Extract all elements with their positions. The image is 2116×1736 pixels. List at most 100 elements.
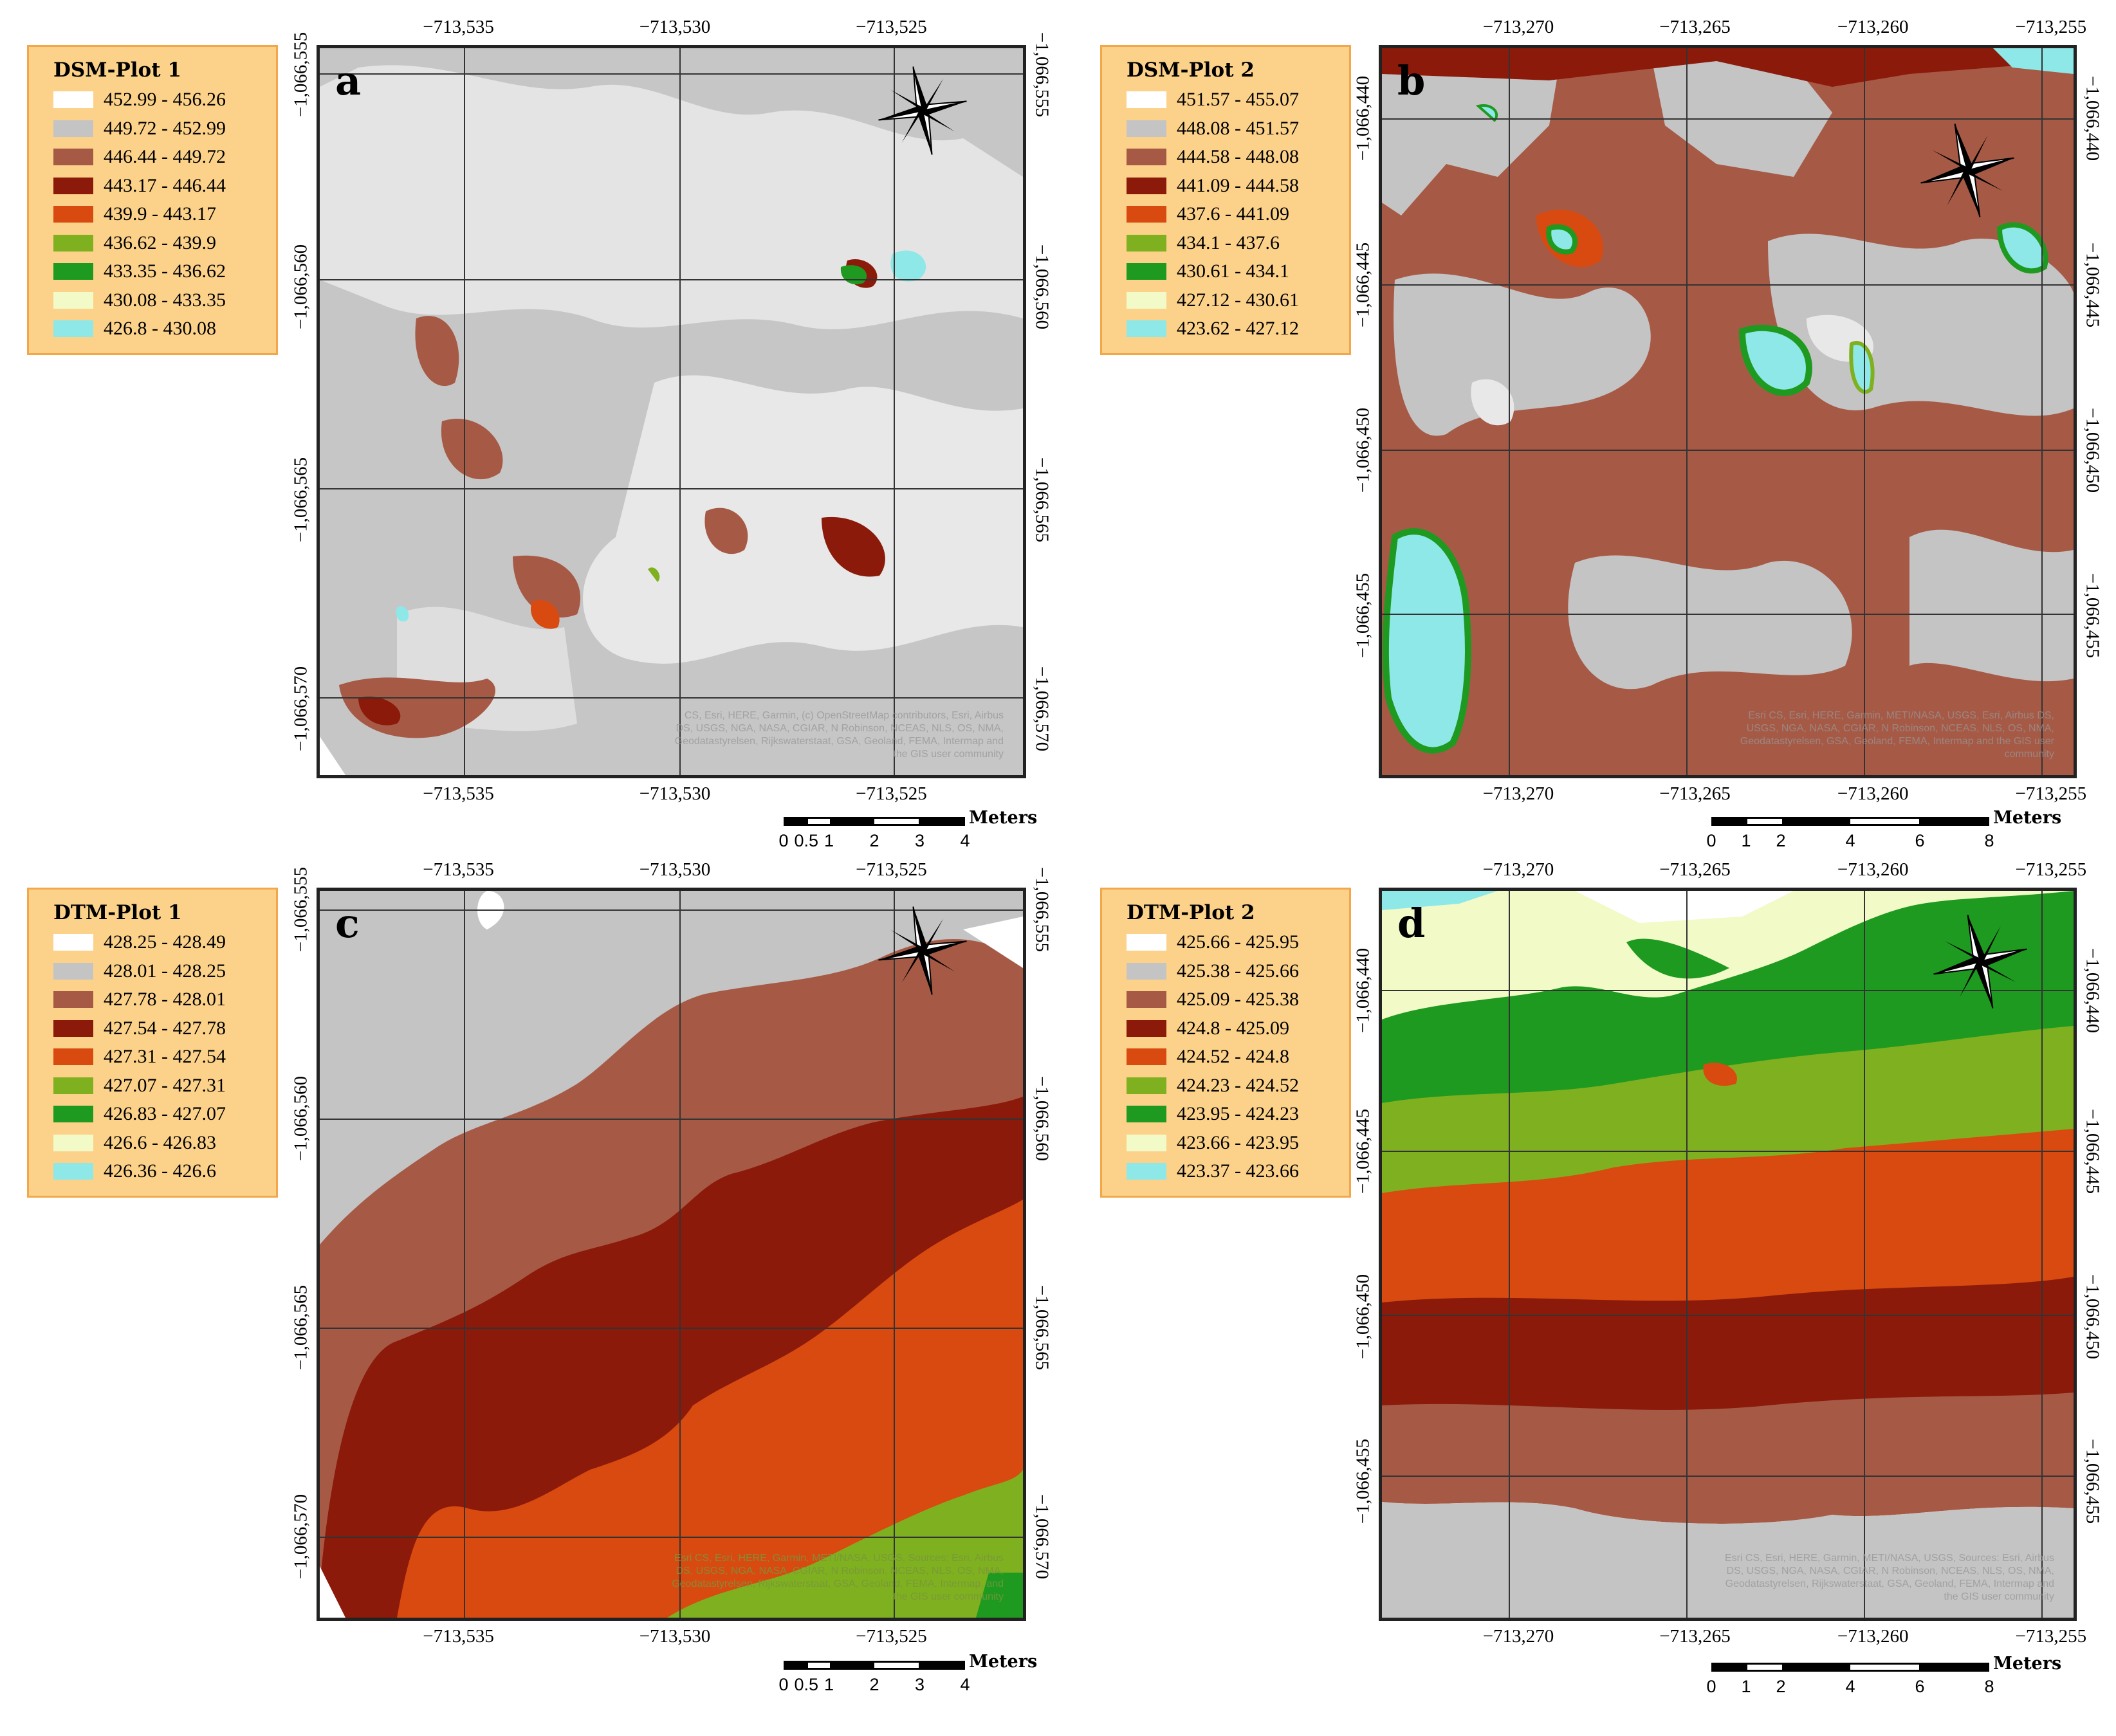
map-surface [1382, 891, 2074, 1618]
legend-item: 423.95 - 424.23 [1127, 1100, 1349, 1129]
tick-label: −1,066,440 [2082, 947, 2103, 1033]
legend-swatch [53, 1163, 93, 1180]
legend-label: 425.09 - 425.38 [1177, 989, 1299, 1010]
tick-label: −713,255 [2015, 783, 2087, 804]
legend-swatch [53, 1134, 93, 1151]
legend-swatch [1127, 91, 1166, 109]
scale-label: 3 [914, 1675, 925, 1694]
scale-segment [1918, 819, 1987, 824]
legend-label: 427.31 - 427.54 [104, 1046, 226, 1068]
map-dtm-plot-2[interactable]: d Esri CS, Esri, HERE, Garmin, METI/NASA… [1379, 888, 2077, 1621]
tick-label: −1,066,445 [1352, 1109, 1374, 1194]
tick-label: −1,066,455 [1352, 1439, 1374, 1524]
panel-letter: c [335, 900, 360, 947]
legend-swatch [1127, 320, 1166, 338]
legend-label: 425.38 - 425.66 [1177, 960, 1299, 982]
legend-label: 427.07 - 427.31 [104, 1074, 226, 1096]
scale-label: 0 [778, 1675, 789, 1694]
tick-label: −1,066,560 [290, 244, 311, 330]
legend-item: 425.66 - 425.95 [1127, 928, 1349, 957]
scale-unit: Meters [1993, 808, 2062, 828]
legend-label: 446.44 - 449.72 [104, 146, 226, 168]
tick-label: −713,270 [1482, 17, 1554, 37]
legend-item: 439.9 - 443.17 [53, 200, 276, 229]
legend-item: 425.38 - 425.66 [1127, 957, 1349, 986]
tick-label: −713,270 [1482, 1626, 1554, 1647]
legend-label: 436.62 - 439.9 [104, 232, 216, 253]
map-surface [320, 48, 1023, 775]
tick-label: −1,066,450 [2082, 1274, 2103, 1360]
tick-label: −713,260 [1837, 859, 1909, 880]
map-dsm-plot-2[interactable]: b Esri CS, Esri, HERE, Garmin, METI/NASA… [1379, 45, 2077, 778]
north-arrow-compass-icon [878, 906, 967, 995]
legend-item: 448.08 - 451.57 [1127, 114, 1349, 143]
legend-label: 424.52 - 424.8 [1177, 1046, 1289, 1068]
legend-item: 427.12 - 430.61 [1127, 286, 1349, 315]
scale-segment [919, 819, 963, 824]
tick-label: −713,530 [639, 17, 711, 37]
legend-swatch [53, 120, 93, 137]
legend-swatch [1127, 1134, 1166, 1151]
legend-item: 436.62 - 439.9 [53, 229, 276, 258]
legend-item: 427.54 - 427.78 [53, 1014, 276, 1043]
legend-item: 449.72 - 452.99 [53, 114, 276, 143]
legend-swatch [53, 1019, 93, 1037]
legend-rows: 452.99 - 456.26 449.72 - 452.99 446.44 - 4… [53, 86, 276, 343]
scale-bar-graphic [1711, 1663, 1989, 1672]
scale-bar: 0 1 2 4 6 8 Meters [1706, 1654, 2061, 1701]
scale-label: 4 [1845, 1677, 1855, 1696]
legend-swatch [1127, 1077, 1166, 1094]
tick-label: −713,255 [2015, 1626, 2087, 1647]
scale-segment [807, 819, 830, 824]
tick-label: −1,066,455 [1352, 572, 1374, 659]
legend-label: 448.08 - 451.57 [1177, 117, 1299, 139]
tick-label: −713,265 [1659, 1626, 1731, 1647]
attribution: Esri CS, Esri, HERE, Garmin, METI/NASA, … [1724, 1553, 2054, 1602]
legend-swatch [1127, 234, 1166, 251]
north-arrow-compass-icon [878, 66, 967, 155]
scale-bar-graphic [784, 817, 965, 826]
scale-segment [1747, 819, 1782, 824]
map-surface [320, 891, 1023, 1618]
legend-label: 423.95 - 424.23 [1177, 1103, 1299, 1125]
attribution: Esri CS, Esri, HERE, Garmin, METI/NASA, … [672, 1553, 1004, 1602]
scale-label: 0.5 [794, 831, 819, 850]
legend-item: 427.31 - 427.54 [53, 1043, 276, 1072]
legend-swatch [1127, 1163, 1166, 1180]
legend-item: 423.62 - 427.12 [1127, 315, 1349, 343]
legend-item: 428.01 - 428.25 [53, 957, 276, 986]
attribution: CS, Esri, HERE, Garmin, (c) OpenStreetMa… [674, 710, 1004, 760]
tick-label: −1,066,450 [2082, 408, 2103, 493]
legend-label: 425.66 - 425.95 [1177, 931, 1299, 953]
map-dtm-plot-1[interactable]: c Esri CS, Esri, HERE, Garmin, METI/NASA… [317, 888, 1026, 1621]
legend-label: 428.01 - 428.25 [104, 960, 226, 982]
scale-label: 8 [1984, 831, 1994, 850]
scale-label: 6 [1915, 1677, 1925, 1696]
legend-label: 433.35 - 436.62 [104, 260, 226, 282]
tick-label: −1,066,570 [1031, 666, 1053, 751]
legend-swatch [53, 206, 93, 223]
legend-item: 424.23 - 424.52 [1127, 1072, 1349, 1101]
tick-label: −713,525 [856, 859, 927, 880]
legend-item: 441.09 - 444.58 [1127, 172, 1349, 201]
legend-item: 433.35 - 436.62 [53, 257, 276, 286]
legend-label: 424.23 - 424.52 [1177, 1074, 1299, 1096]
scale-label: 1 [1741, 1677, 1751, 1696]
tick-label: −1,066,440 [2082, 75, 2103, 161]
scale-label: 1 [1741, 831, 1751, 850]
legend-item: 427.07 - 427.31 [53, 1072, 276, 1101]
legend-item: 423.66 - 423.95 [1127, 1129, 1349, 1158]
scale-bar-graphic [1711, 817, 1989, 826]
tick-label: −1,066,445 [1352, 242, 1374, 327]
map-dsm-plot-1[interactable]: a CS, Esri, HERE, Garmin, (c) OpenStreet… [317, 45, 1026, 778]
scale-segment [874, 819, 919, 824]
tick-label: −1,066,565 [1031, 1284, 1053, 1371]
scale-segment [807, 1663, 830, 1668]
scale-segment [1713, 819, 1748, 824]
legend-title: DTM-Plot 2 [1127, 901, 1255, 924]
attribution: Esri CS, Esri, HERE, Garmin, METI/NASA, … [1740, 710, 2054, 760]
tick-label: −713,535 [423, 1626, 494, 1647]
legend-swatch [53, 1077, 93, 1094]
legend-label: 441.09 - 444.58 [1177, 174, 1299, 196]
legend-label: 444.58 - 448.08 [1177, 146, 1299, 168]
